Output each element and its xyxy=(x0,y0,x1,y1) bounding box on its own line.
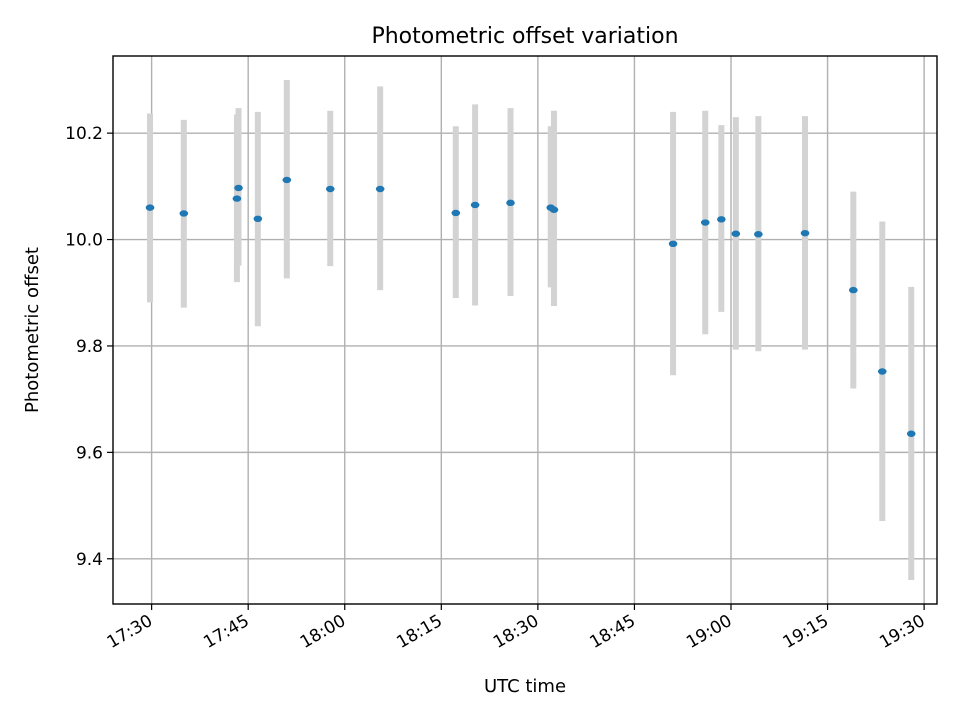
y-tick-label: 9.8 xyxy=(76,337,103,357)
data-point xyxy=(234,184,243,192)
y-tick-label: 10.2 xyxy=(65,124,103,144)
y-axis-label: Photometric offset xyxy=(22,247,43,413)
data-point xyxy=(232,195,242,202)
data-point xyxy=(800,229,810,237)
data-point xyxy=(849,286,858,294)
y-tick-label: 9.6 xyxy=(76,443,103,463)
data-point xyxy=(145,204,155,211)
point-layer xyxy=(145,176,916,437)
data-point xyxy=(549,206,559,213)
x-axis-label: UTC time xyxy=(484,676,566,697)
data-point xyxy=(253,215,263,223)
y-tick-label: 9.4 xyxy=(76,550,103,570)
data-point xyxy=(451,209,461,217)
data-point xyxy=(282,176,292,184)
plot-area xyxy=(113,56,937,604)
data-point xyxy=(731,230,741,237)
data-point xyxy=(877,368,887,375)
data-point xyxy=(375,185,385,193)
y-tick-label: 10.0 xyxy=(65,231,103,251)
axes-frame xyxy=(112,55,938,605)
data-point xyxy=(717,216,726,223)
data-point xyxy=(754,231,763,238)
data-point xyxy=(179,210,189,217)
data-point xyxy=(506,199,515,207)
data-point xyxy=(668,240,678,248)
data-point xyxy=(700,219,710,226)
data-point xyxy=(470,201,480,209)
chart-title: Photometric offset variation xyxy=(371,24,678,49)
grid-layer xyxy=(113,56,937,604)
data-point xyxy=(906,430,916,437)
data-point xyxy=(325,185,335,193)
